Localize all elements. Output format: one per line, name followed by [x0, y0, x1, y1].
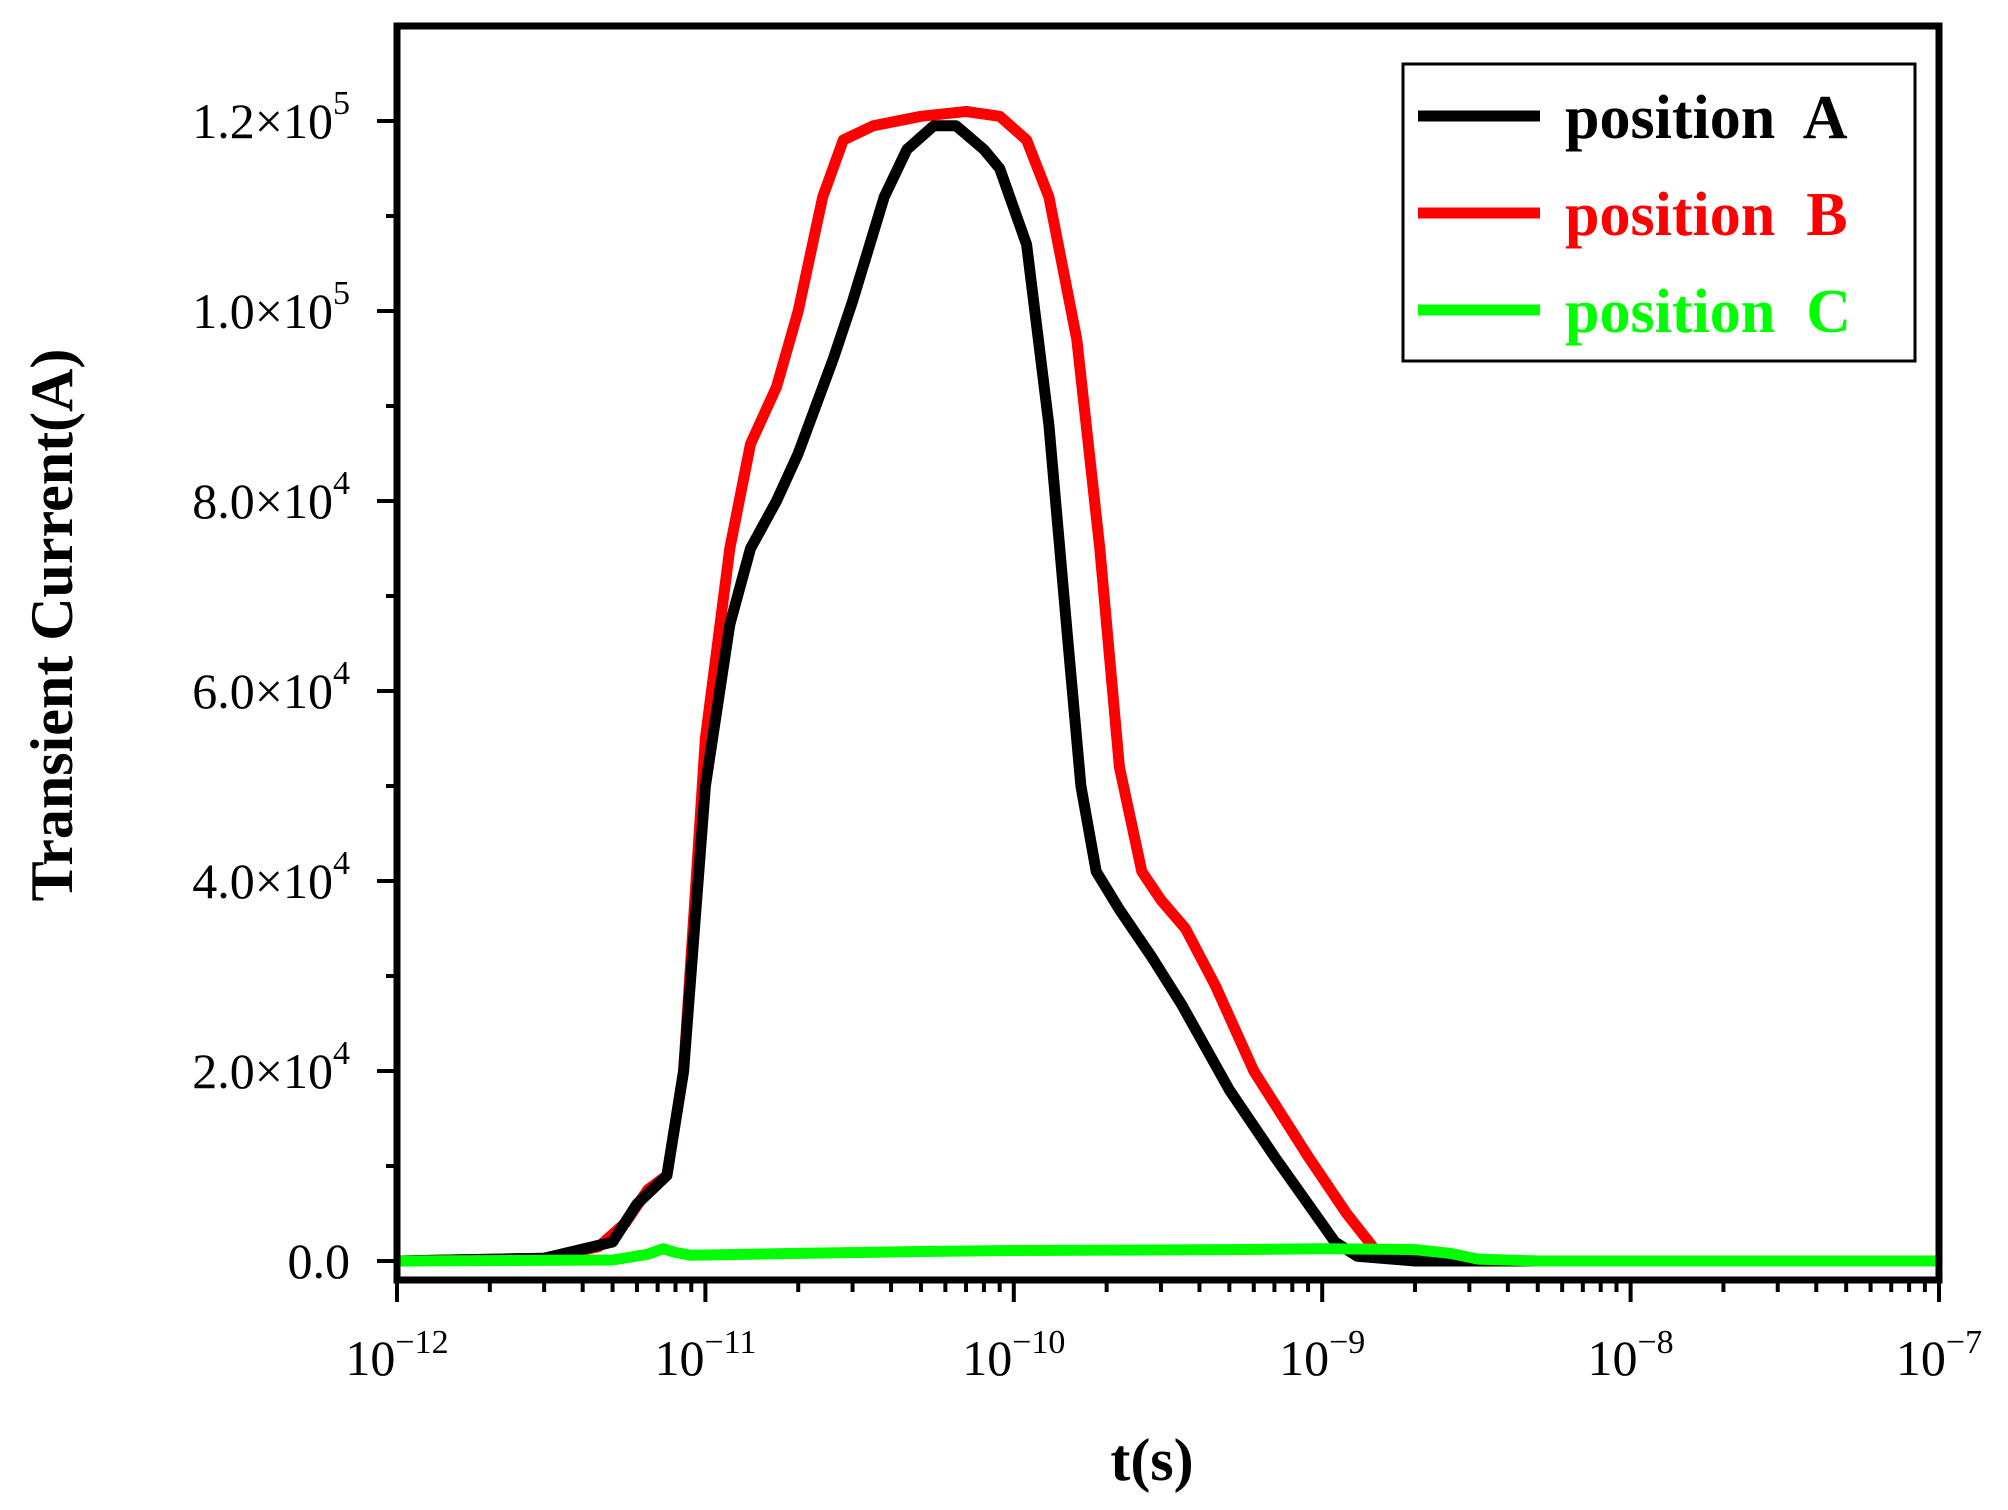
legend: position A position B position C: [1401, 62, 1917, 363]
x-axis-title: t(s): [1110, 1427, 1193, 1493]
x-tick-label: 10−8: [1588, 1324, 1674, 1386]
legend-label: position B: [1565, 181, 1848, 249]
x-tick-label: 10−12: [345, 1324, 448, 1386]
series-line-a: [397, 120, 1939, 1267]
x-tick-labels: 10−12 10−11 10−10 10−9 10−8 10−7: [345, 1324, 1982, 1386]
x-tick-label: 10−11: [654, 1324, 756, 1386]
y-tick-label: 0.0: [288, 1233, 351, 1289]
y-tick-label: 1.0×105: [192, 275, 350, 339]
legend-label: position A: [1565, 84, 1848, 152]
y-axis-title: Transient Current(A): [19, 349, 85, 902]
x-tick-label: 10−7: [1896, 1324, 1982, 1386]
y-tick-labels: 0.0 2.0×104 4.0×104 6.0×104 8.0×104 1.0×105 1.…: [192, 85, 350, 1289]
x-tick-label: 10−10: [962, 1324, 1065, 1386]
y-tick-label: 2.0×104: [192, 1035, 350, 1099]
series-line-c: [397, 1243, 1939, 1267]
plot-frame: [393, 22, 1943, 1284]
x-tick-label: 10−9: [1279, 1324, 1365, 1386]
legend-label: position C: [1565, 278, 1851, 346]
y-tick-label: 1.2×105: [192, 85, 350, 149]
y-tick-label: 4.0×104: [192, 845, 350, 909]
series-group: [397, 106, 1939, 1267]
y-tick-label: 8.0×104: [192, 465, 350, 529]
y-tick-label: 6.0×104: [192, 655, 350, 719]
